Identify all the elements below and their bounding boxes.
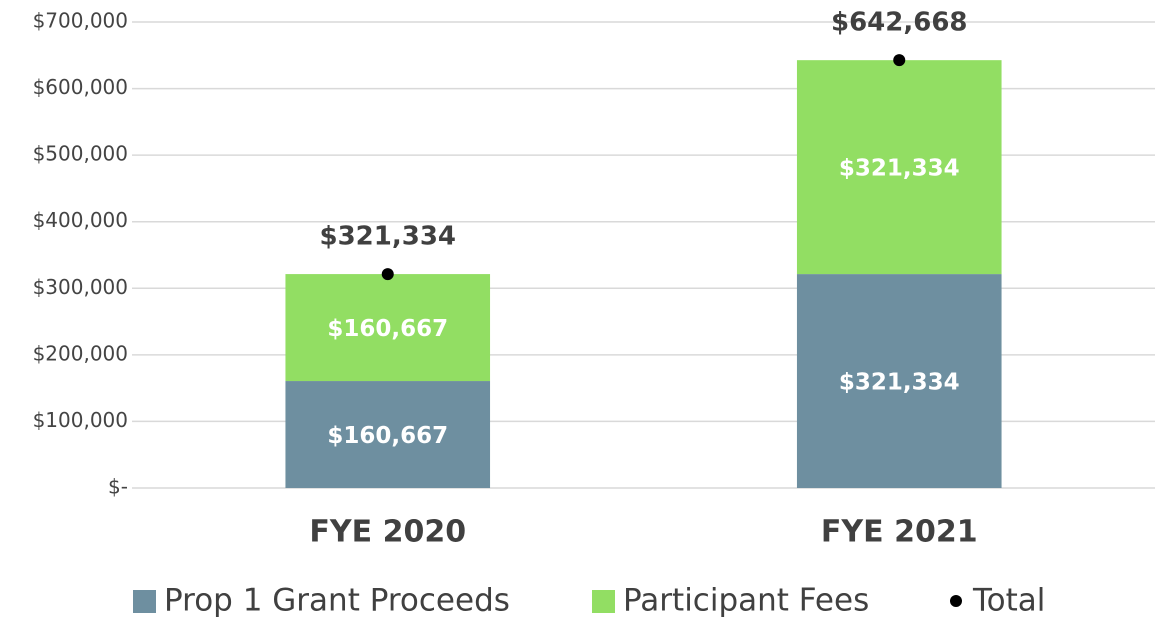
legend-marker xyxy=(133,590,156,613)
total-label: $321,334 xyxy=(319,222,456,252)
x-tick-label: FYE 2020 xyxy=(309,515,466,550)
bar-label: $321,334 xyxy=(839,370,960,396)
bar-label: $160,667 xyxy=(327,316,448,342)
y-tick-label: $500,000 xyxy=(33,142,128,166)
y-tick-label: $400,000 xyxy=(33,208,128,232)
bar xyxy=(796,60,1002,275)
y-tick-label: $100,000 xyxy=(33,408,128,432)
y-tick-label: $- xyxy=(108,475,128,499)
bar xyxy=(285,274,491,382)
bar xyxy=(796,274,1002,488)
bar-label: $160,667 xyxy=(327,423,448,449)
bar-label: $321,334 xyxy=(839,156,960,182)
legend-marker xyxy=(950,595,962,607)
total-dot xyxy=(381,268,394,281)
legend-marker xyxy=(592,590,615,613)
bar xyxy=(285,381,491,488)
y-tick-label: $700,000 xyxy=(33,9,128,33)
legend-label: Total xyxy=(972,583,1045,619)
x-tick-label: FYE 2021 xyxy=(821,515,978,550)
total-dot xyxy=(893,54,906,67)
total-label: $642,668 xyxy=(831,8,968,38)
legend-label: Participant Fees xyxy=(623,583,869,619)
y-tick-label: $300,000 xyxy=(33,275,128,299)
y-tick-label: $200,000 xyxy=(33,341,128,365)
y-tick-label: $600,000 xyxy=(33,75,128,99)
legend-label: Prop 1 Grant Proceeds xyxy=(164,583,510,619)
